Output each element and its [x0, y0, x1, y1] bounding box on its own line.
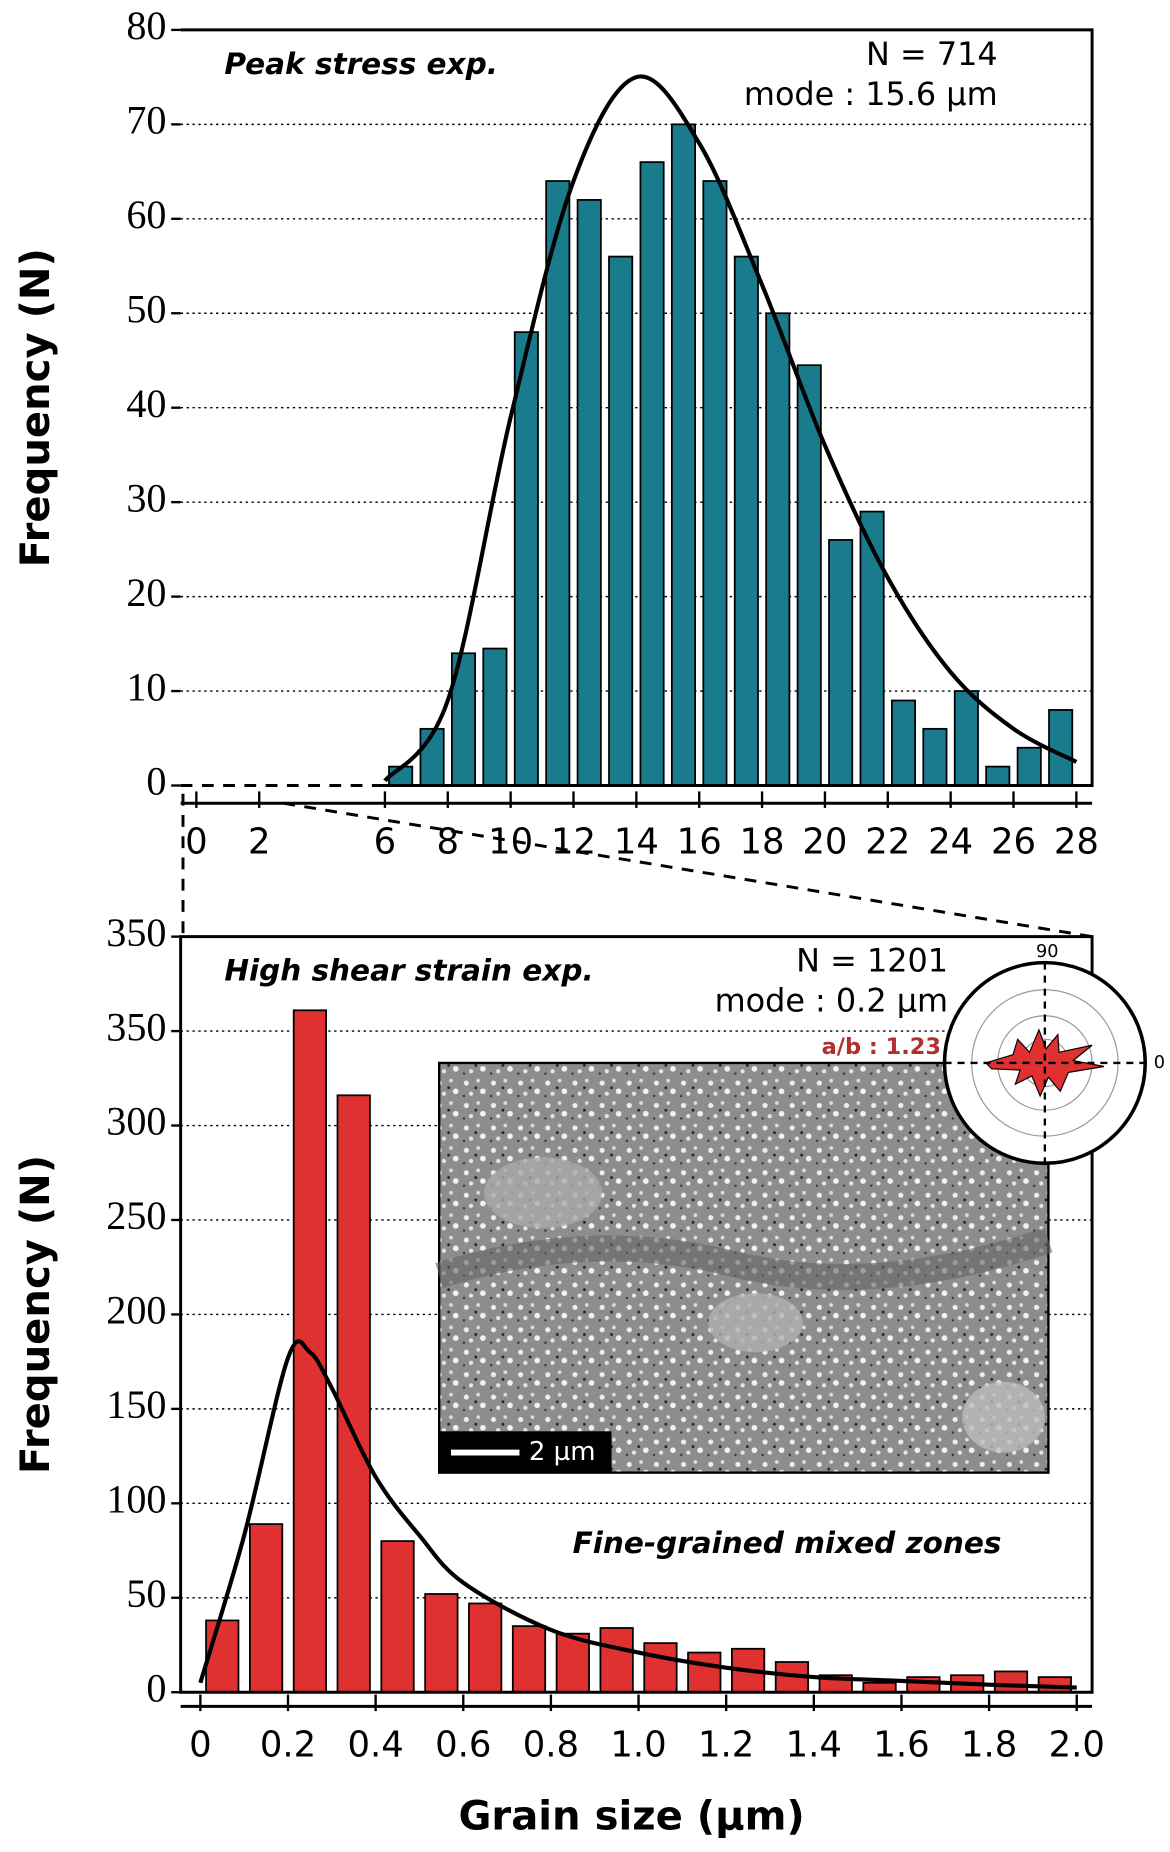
x-tick-label: 0.2 — [260, 1725, 316, 1766]
x-tick-label: 6 — [374, 821, 397, 862]
x-tick-label: 2 — [248, 821, 271, 862]
bar — [248, 1523, 284, 1694]
x-tick-label: 26 — [991, 821, 1036, 862]
inset-image: 2 µm — [435, 1061, 1053, 1474]
bar — [670, 123, 697, 787]
bar — [380, 1540, 415, 1694]
fit-curve — [198, 1339, 1077, 1690]
scale-bar-label: 2 µm — [529, 1437, 596, 1467]
x-tick-label: 22 — [865, 821, 910, 862]
x-tick-label: 16 — [677, 821, 722, 862]
y-tick-label: 40 — [126, 381, 166, 426]
y-tick-label: 0 — [146, 1665, 166, 1710]
bar — [687, 1651, 722, 1694]
rose-tick: 0 — [1154, 1053, 1165, 1073]
panel-title: Peak stress exp. — [224, 47, 498, 81]
x-tick-label: 10 — [488, 821, 533, 862]
y-tick-label: 20 — [126, 570, 166, 615]
bar — [576, 199, 602, 787]
y-axis-label: Frequency (N) — [13, 1155, 59, 1474]
x-tick-label: 1.2 — [698, 1725, 754, 1766]
y-tick-label: 80 — [126, 3, 166, 48]
y-tick-label: 350 — [106, 910, 166, 955]
bar — [702, 180, 728, 787]
x-tick-label: 0.4 — [347, 1725, 403, 1766]
zoom-lines — [181, 793, 1093, 939]
y-tick-label: 350 — [106, 1004, 166, 1049]
x-tick-label: 14 — [614, 821, 659, 862]
y-tick-label: 100 — [106, 1477, 166, 1522]
y-axis-label: Frequency (N) — [13, 248, 59, 567]
bar — [953, 690, 979, 787]
fit-curve — [383, 74, 1078, 783]
x-tick-label: 0 — [185, 821, 208, 862]
y-tick-label: 250 — [106, 1193, 166, 1238]
bar — [993, 1670, 1029, 1694]
bar — [765, 312, 791, 787]
bar — [511, 1625, 547, 1694]
x-tick-label: 18 — [740, 821, 785, 862]
bar — [513, 331, 539, 787]
x-tick-label: 1.6 — [873, 1725, 929, 1766]
rose-tick: 90 — [1036, 942, 1059, 962]
x-tick-label: 1.0 — [610, 1725, 666, 1766]
annotation: N = 1201 — [796, 942, 948, 980]
bar — [424, 1593, 459, 1694]
rose-diagram — [942, 960, 1152, 1166]
y-tick-label: 30 — [126, 475, 166, 520]
y-tick-label: 70 — [126, 98, 166, 143]
x-tick-label: 28 — [1054, 821, 1099, 862]
bar — [922, 727, 948, 787]
y-tick-label: 200 — [106, 1288, 166, 1333]
x-axis-label: Grain size (µm) — [458, 1794, 804, 1840]
x-tick-label: 24 — [928, 821, 973, 862]
x-tick-label: 20 — [802, 821, 847, 862]
bar — [482, 647, 508, 787]
bar — [545, 180, 571, 787]
bar — [599, 1627, 634, 1694]
bar — [890, 699, 917, 787]
annotation: mode : 15.6 µm — [744, 75, 998, 113]
bar — [205, 1619, 240, 1694]
bar — [859, 510, 885, 787]
bar — [336, 1094, 371, 1694]
bar — [733, 255, 759, 787]
x-tick-label: 0.6 — [435, 1725, 491, 1766]
panel-title: High shear strain exp. — [224, 954, 593, 988]
x-tick-label: 12 — [551, 821, 596, 862]
y-tick-label: 0 — [146, 759, 166, 804]
y-tick-label: 50 — [126, 1571, 166, 1616]
y-tick-label: 50 — [126, 286, 166, 331]
plot-frame — [180, 28, 1094, 787]
x-tick-label: 1.4 — [786, 1725, 842, 1766]
annotation: N = 714 — [866, 35, 998, 73]
y-tick-label: 150 — [106, 1382, 166, 1427]
y-tick-label: 10 — [126, 664, 166, 709]
x-tick-label: 2.0 — [1049, 1725, 1105, 1766]
bar — [555, 1632, 590, 1694]
x-tick-label: 0.8 — [523, 1725, 579, 1766]
rose-label: a/b : 1.23 — [822, 1034, 941, 1060]
bar — [643, 1642, 678, 1694]
bar — [608, 255, 634, 787]
x-tick-label: 8 — [437, 821, 460, 862]
x-tick-label: 1.8 — [961, 1725, 1017, 1766]
bar — [1048, 709, 1074, 787]
bar — [292, 1009, 328, 1694]
bar — [828, 539, 854, 787]
bar — [468, 1602, 503, 1694]
annotation: mode : 0.2 µm — [715, 982, 948, 1020]
y-tick-label: 60 — [126, 192, 166, 237]
bar — [1016, 746, 1042, 787]
bar — [639, 161, 665, 787]
x-tick-label: 0 — [189, 1725, 212, 1766]
plot-frame — [179, 935, 1094, 1694]
bar — [985, 765, 1011, 787]
y-tick-label: 300 — [106, 1099, 166, 1144]
inset-caption: Fine-grained mixed zones — [573, 1526, 1002, 1560]
